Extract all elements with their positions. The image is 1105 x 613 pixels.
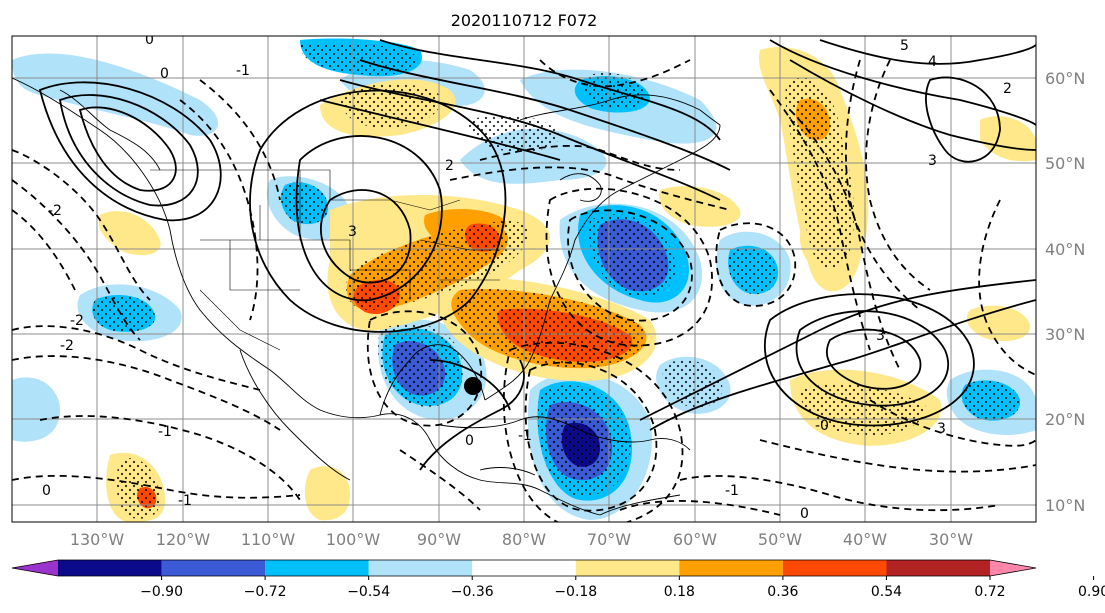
contour-labels: 0 -1 0 -2 2 3 5 4 2 3 -1 -2 -1 -2 0 0 3 … bbox=[42, 32, 1012, 522]
contour-label: -1 bbox=[236, 63, 250, 79]
contour-label: -0 bbox=[815, 418, 829, 434]
contour-label: 0 bbox=[160, 66, 169, 82]
shade-yellow bbox=[98, 211, 161, 256]
storm-position-marker bbox=[464, 377, 482, 395]
contour-label: -2 bbox=[60, 338, 74, 354]
lon-label: 70°W bbox=[587, 530, 631, 549]
map-frame bbox=[11, 35, 1037, 523]
colorbar-segment bbox=[679, 560, 783, 576]
colorbar-tick-label: 0.90 bbox=[1078, 584, 1105, 600]
contour-label: 0 bbox=[145, 32, 154, 48]
shade-lightblue bbox=[12, 53, 219, 136]
lat-label: 10°N bbox=[1045, 496, 1085, 515]
colorbar-tick-label: 0.54 bbox=[871, 584, 902, 600]
colorbar-segment bbox=[886, 560, 990, 576]
colorbar-segment bbox=[575, 560, 680, 576]
contour-label: -1 bbox=[158, 424, 172, 440]
contour-label: 3 bbox=[937, 421, 946, 437]
latitude-labels: 60°N 50°N 40°N 30°N 20°N 10°N bbox=[1045, 69, 1085, 515]
colorbar-extend-high bbox=[990, 560, 1036, 576]
contour-label: -1 bbox=[178, 493, 192, 509]
contour-label: -2 bbox=[70, 313, 84, 329]
lon-label: 130°W bbox=[70, 530, 125, 549]
colorbar-extend-low bbox=[12, 560, 58, 576]
lat-label: 60°N bbox=[1045, 69, 1085, 88]
colorbar-tick-label: 0.18 bbox=[664, 584, 695, 600]
contour-label: -1 bbox=[725, 483, 739, 499]
contours-negative bbox=[12, 59, 1036, 522]
lon-label: 60°W bbox=[673, 530, 717, 549]
lat-label: 40°N bbox=[1045, 240, 1085, 259]
colorbar-tick-label: −0.54 bbox=[347, 584, 390, 600]
colorbar-segment bbox=[472, 560, 576, 576]
contour-label: -2 bbox=[48, 203, 62, 219]
colorbar-tick-label: 0.36 bbox=[767, 584, 798, 600]
colorbar-segment bbox=[368, 560, 473, 576]
lat-label: 50°N bbox=[1045, 154, 1085, 173]
colorbar-segments bbox=[11, 559, 1037, 577]
contour-label: 0 bbox=[465, 433, 474, 449]
colorbar-tick-label: −0.36 bbox=[451, 584, 494, 600]
lon-label: 80°W bbox=[502, 530, 546, 549]
colorbar-tick-label: −0.72 bbox=[244, 584, 287, 600]
colorbar-segment bbox=[265, 560, 369, 576]
lon-label: 30°W bbox=[929, 530, 973, 549]
colorbar-tick-label: 0.72 bbox=[974, 584, 1005, 600]
contour-label: 0 bbox=[800, 506, 809, 522]
contour-label: 3 bbox=[928, 153, 937, 169]
contour-label: 0 bbox=[42, 483, 51, 499]
colorbar-tick-label: −0.18 bbox=[554, 584, 597, 600]
contour-label: 2 bbox=[1003, 81, 1012, 97]
colorbar: −0.90 −0.72 −0.54 −0.36 −0.18 0.18 0.36 0.54 0.7… bbox=[11, 559, 1105, 600]
lon-label: 90°W bbox=[417, 530, 461, 549]
colorbar-segment bbox=[58, 560, 162, 576]
contour-label: 3 bbox=[876, 328, 885, 344]
shade-yellow bbox=[304, 466, 350, 521]
lon-label: 110°W bbox=[241, 530, 296, 549]
lat-label: 30°N bbox=[1045, 325, 1085, 344]
lat-label: 20°N bbox=[1045, 410, 1085, 429]
colorbar-ticks: −0.90 −0.72 −0.54 −0.36 −0.18 0.18 0.36 0.54 0.7… bbox=[140, 576, 1105, 600]
colorbar-segment bbox=[161, 560, 266, 576]
lon-label: 40°W bbox=[843, 530, 887, 549]
contour-label: -1 bbox=[518, 428, 532, 444]
colorbar-tick-label: −0.90 bbox=[140, 584, 183, 600]
shaded-fields bbox=[12, 38, 1036, 522]
contour-label: 3 bbox=[348, 224, 357, 240]
map-title: 2020110712 F072 bbox=[451, 11, 598, 30]
lon-label: 50°W bbox=[758, 530, 802, 549]
shade-lightblue bbox=[12, 377, 60, 442]
colorbar-outline bbox=[11, 559, 1037, 577]
contours-positive bbox=[38, 39, 1036, 471]
lon-label: 100°W bbox=[326, 530, 381, 549]
contour-label: 2 bbox=[445, 158, 454, 174]
lon-label: 120°W bbox=[156, 530, 211, 549]
shade-yellow bbox=[966, 305, 1031, 342]
contour-label: 5 bbox=[900, 38, 909, 54]
contour-label: 4 bbox=[928, 54, 937, 70]
longitude-labels: 130°W 120°W 110°W 100°W 90°W 80°W 70°W 6… bbox=[70, 530, 973, 549]
colorbar-segment bbox=[782, 560, 887, 576]
map-area: 0 -1 0 -2 2 3 5 4 2 3 -1 -2 -1 -2 0 0 3 … bbox=[12, 32, 1036, 522]
